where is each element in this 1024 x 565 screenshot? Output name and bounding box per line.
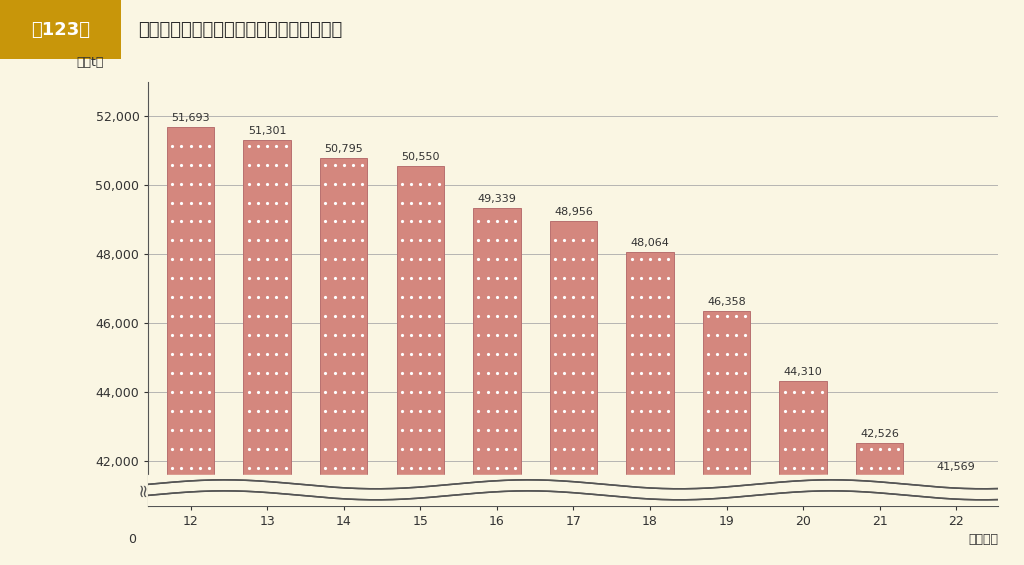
Text: 46,358: 46,358	[708, 297, 745, 307]
Text: 42,526: 42,526	[860, 429, 899, 438]
Text: 50,795: 50,795	[325, 144, 364, 154]
Text: 44,310: 44,310	[783, 367, 822, 377]
Text: （年度）: （年度）	[969, 533, 998, 546]
Text: 51,301: 51,301	[248, 127, 287, 136]
Bar	[779, 381, 827, 565]
Text: ≈: ≈	[134, 483, 153, 497]
Text: 0: 0	[128, 533, 136, 546]
Bar	[933, 476, 980, 565]
Text: 41,569: 41,569	[937, 462, 976, 472]
Bar	[473, 208, 520, 565]
Bar	[856, 443, 903, 565]
Text: 50,550: 50,550	[401, 152, 439, 162]
Bar	[396, 166, 444, 565]
Text: 51,693: 51,693	[171, 113, 210, 123]
Text: （千t）: （千t）	[76, 56, 103, 69]
Text: 49,339: 49,339	[477, 194, 516, 204]
Bar	[167, 127, 214, 565]
FancyBboxPatch shape	[0, 0, 121, 59]
Text: 48,956: 48,956	[554, 207, 593, 217]
Bar	[148, 475, 998, 506]
Bar	[550, 221, 597, 565]
Bar	[702, 311, 751, 565]
Bar	[244, 141, 291, 565]
Text: 48,064: 48,064	[631, 238, 670, 248]
Bar	[319, 158, 368, 565]
Text: ごみ処理施設における年間総収集量の推移: ごみ処理施設における年間総収集量の推移	[138, 21, 342, 38]
Text: 第123図: 第123図	[31, 21, 90, 38]
Bar	[627, 252, 674, 565]
